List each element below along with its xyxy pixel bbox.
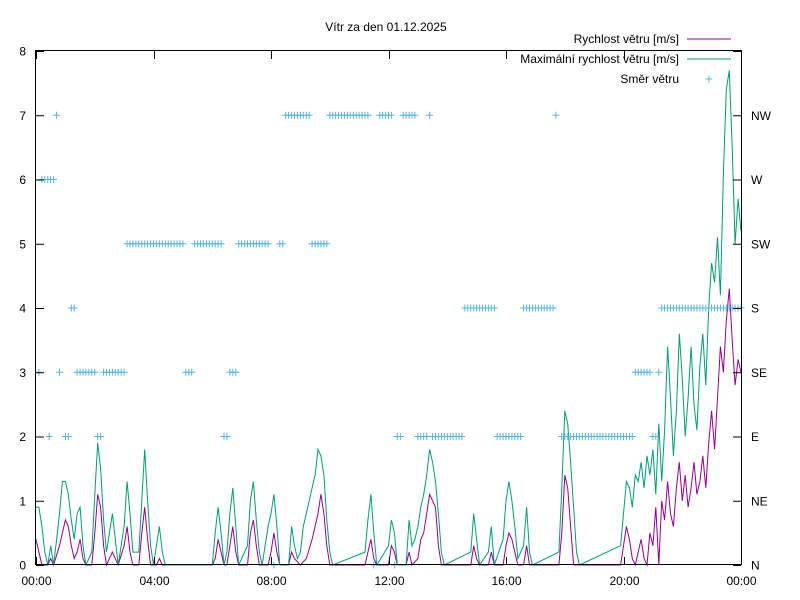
direction-point [91,368,99,376]
direction-point [323,240,331,248]
y-left-tick-label: 1 [19,494,26,508]
direction-point [56,368,63,376]
x-tick-label: 00:00 [726,574,756,588]
direction-point [423,433,431,440]
direction-point [387,111,395,119]
direction-point [179,240,187,248]
y-right-tick-label: E [751,430,759,444]
legend-sample-point [705,75,713,83]
y-right-tick-label: N [751,559,760,573]
series-layer [35,70,745,569]
y-left-tick-label: 8 [19,45,26,59]
direction-point [305,111,313,119]
direction-point [364,111,372,119]
direction-point [652,433,660,440]
x-tick-label: 16:00 [491,574,521,588]
series-points-2 [35,111,745,569]
direction-point [70,304,78,312]
direction-point [279,240,287,248]
direction-point [426,111,434,119]
direction-point [64,433,72,440]
legend-label: Maximální rychlost větru [m/s] [520,52,679,66]
direction-point [490,304,498,312]
y-right-tick-label: S [751,302,759,316]
direction-point [411,111,419,119]
series-line-1 [36,70,742,567]
direction-point [120,368,128,376]
y-right-tick-label: SE [751,366,767,380]
x-tick-label: 12:00 [374,574,404,588]
y-left-tick-label: 2 [19,430,26,444]
direction-point [53,111,61,119]
direction-point [223,433,231,440]
legend: Rychlost větru [m/s] Maximální rychlost v… [520,32,731,86]
direction-point [458,433,466,440]
legend-label: Směr větru [620,72,679,86]
direction-point [646,368,654,376]
direction-point [549,304,557,312]
direction-point [517,433,525,440]
direction-point [188,368,196,376]
y-left-tick-label: 5 [19,237,26,251]
direction-point [232,368,240,376]
direction-point [396,433,404,440]
plot-frame [35,50,742,565]
direction-point [97,433,105,440]
y-left-tick-label: 4 [19,302,26,316]
direction-point [217,240,225,248]
direction-point [45,433,53,440]
direction-point [655,368,663,376]
direction-point [552,111,560,119]
direction-point [50,176,58,183]
y-right-tick-label: NW [751,109,772,123]
legend-label: Rychlost větru [m/s] [574,32,679,46]
y-left-tick-label: 0 [19,559,26,573]
y-left-tick-label: 6 [19,173,26,187]
direction-point [628,433,636,440]
x-tick-label: 04:00 [139,574,169,588]
y-left-tick-label: 7 [19,109,26,123]
x-tick-label: 00:00 [21,574,51,588]
y-right-tick-label: NE [751,494,768,508]
y-right-tick-label: SW [751,237,771,251]
direction-point [264,240,272,248]
y-right-tick-label: W [751,173,763,187]
axes-layer: 0 1 2 3 4 5 6 7 8 N NE E SE S SW W NW 00:00 04:00 08:00 12:0… [19,45,771,589]
x-tick-label: 20:00 [609,574,639,588]
series-line-0 [35,288,742,567]
x-tick-label: 08:00 [256,574,286,588]
chart-title: Vítr za den 01.12.2025 [325,20,447,34]
y-left-tick-label: 3 [19,366,26,380]
